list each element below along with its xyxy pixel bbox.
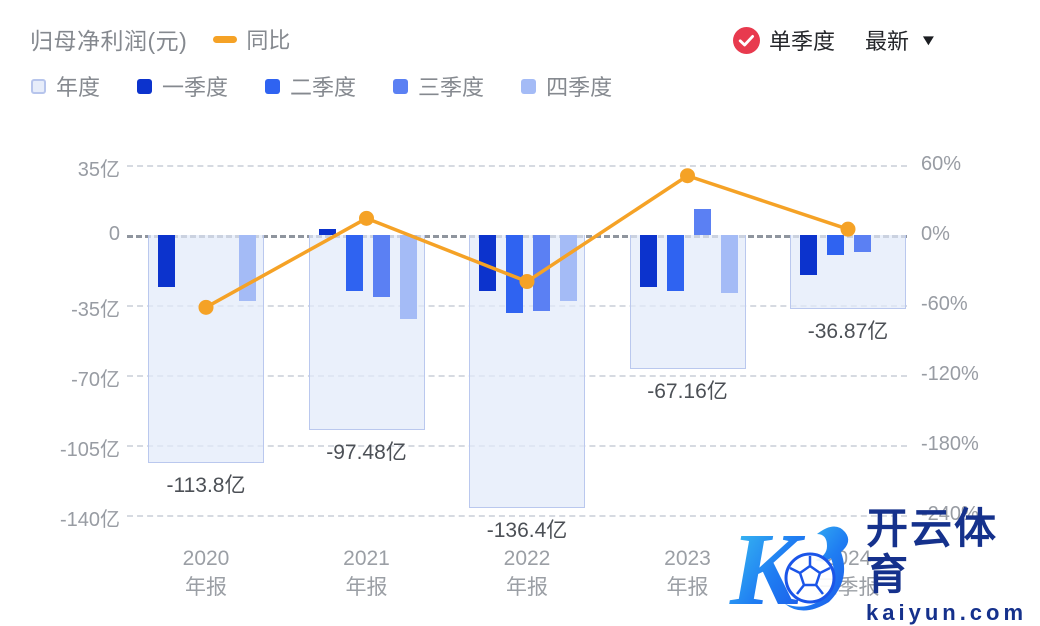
legend-swatch-q1-icon: [137, 78, 153, 94]
latest-dropdown[interactable]: 最新 ▼: [865, 24, 938, 56]
y-axis-left-tick: -35亿: [71, 299, 120, 321]
y-axis-left-tick: -140亿: [59, 509, 120, 531]
annual-value-label: -67.16亿: [647, 380, 728, 404]
watermark: K 开云体育 kaiyun.com: [722, 506, 1040, 626]
bar-q3-2024: [854, 235, 871, 252]
line-legend-label: 同比: [246, 28, 291, 53]
annual-value-label: -36.87亿: [807, 319, 889, 343]
y-axis-left-tick: -105亿: [59, 439, 120, 461]
yoy-data-point: [680, 168, 695, 184]
y-axis-left-tick: 0: [108, 223, 120, 245]
series-legend: 年度 一季度 二季度 三季度 四季度: [31, 70, 649, 102]
bar-q1-2023: [639, 235, 657, 287]
bar-q4-2022: [560, 235, 577, 301]
line-series-legend[interactable]: 同比: [213, 23, 290, 55]
bar-q1-2022: [479, 235, 496, 291]
y-axis-right-tick: 60%: [921, 153, 962, 175]
annual-value-label: -97.48亿: [326, 440, 407, 464]
bar-q4-2023: [720, 235, 738, 293]
bar-q2-2024: [827, 235, 844, 255]
legend-label-q2: 二季度: [290, 75, 357, 100]
line-legend-dash-icon: [213, 35, 238, 43]
chart-title: 归母净利润(元): [30, 28, 188, 54]
watermark-domain: kaiyun.com: [866, 600, 1028, 625]
header-controls: 单季度 最新 ▼: [733, 24, 938, 56]
x-axis-label-2023: 2023 年报: [664, 547, 711, 599]
single-quarter-toggle[interactable]: 单季度: [769, 29, 836, 54]
bar-q4-2020: [239, 235, 256, 301]
bar-q2-2023: [666, 235, 684, 291]
legend-swatch-q2-icon: [265, 78, 281, 94]
bar-q1-2020: [158, 235, 175, 287]
watermark-brand: 开云体育: [866, 505, 999, 598]
y-axis-right-tick: -180%: [921, 433, 979, 455]
y-axis-left-tick: 35亿: [77, 159, 120, 181]
x-axis-label-2020: 2020 年报: [182, 547, 230, 599]
legend-item-q4[interactable]: 四季度: [521, 70, 612, 102]
bar-q3-2021: [372, 235, 390, 297]
x-axis-label-2022: 2022 年报: [503, 547, 551, 599]
y-axis-left-tick: -70亿: [71, 369, 120, 391]
y-axis-right-tick: -240%: [921, 503, 979, 525]
latest-dropdown-label: 最新: [865, 29, 910, 54]
legend-swatch-q4-icon: [521, 78, 537, 94]
gridline-35亿: [127, 165, 907, 167]
bar-q1-2021: [318, 229, 336, 235]
x-axis-label-2021: 2021 年报: [343, 547, 390, 599]
legend-label-q4: 四季度: [546, 75, 613, 100]
y-axis-right-tick: 0%: [921, 223, 950, 245]
legend-swatch-annual-icon: [31, 78, 46, 94]
watermark-text: 开云体育 kaiyun.com: [866, 506, 1040, 626]
legend-item-q2[interactable]: 二季度: [265, 70, 356, 102]
annual-value-label: -113.8亿: [166, 473, 246, 497]
bar-q4-2021: [399, 235, 417, 319]
annual-value-label: -136.4亿: [486, 518, 568, 542]
title-row: 归母净利润(元) 同比: [30, 22, 290, 56]
bar-q2-2021: [345, 235, 363, 291]
watermark-logo-icon: K: [729, 512, 849, 620]
legend-label-annual: 年度: [56, 75, 101, 100]
bar-q3-2023: [693, 209, 711, 235]
y-axis-right-tick: -120%: [921, 363, 979, 385]
bar-q2-2022: [506, 235, 523, 313]
gridline--140亿: [127, 515, 907, 517]
bar-q3-2022: [533, 235, 550, 311]
legend-label-q3: 三季度: [418, 75, 485, 100]
y-axis-right-tick: -60%: [921, 293, 968, 315]
legend-swatch-q3-icon: [393, 78, 409, 94]
legend-item-q1[interactable]: 一季度: [137, 70, 228, 102]
legend-item-annual[interactable]: 年度: [31, 70, 100, 102]
checkmark-icon[interactable]: [733, 26, 760, 54]
legend-item-q3[interactable]: 三季度: [393, 70, 484, 102]
bar-q1-2024: [800, 235, 817, 275]
yoy-data-point: [359, 210, 374, 226]
chevron-down-icon: ▼: [919, 31, 938, 49]
legend-label-q1: 一季度: [162, 75, 229, 100]
